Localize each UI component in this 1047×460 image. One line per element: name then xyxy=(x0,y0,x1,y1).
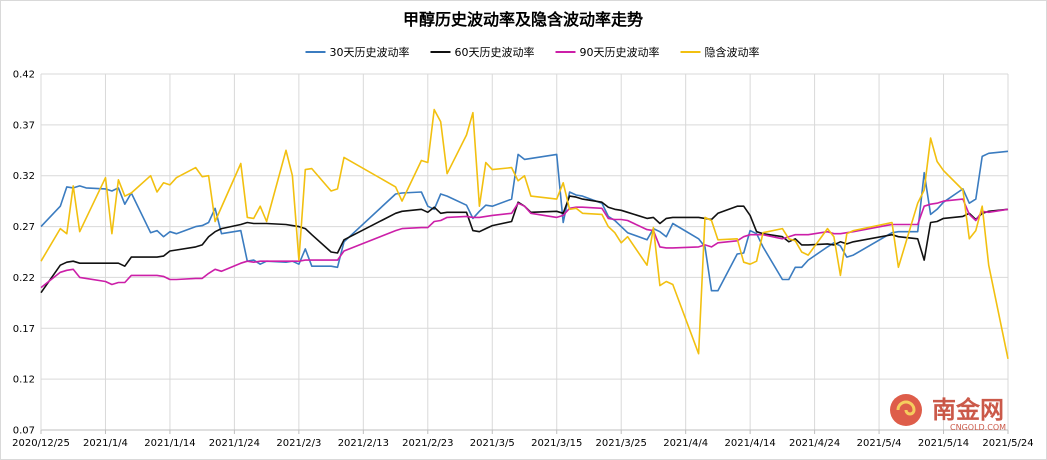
x-tick-label: 2021/2/13 xyxy=(338,438,389,449)
x-tick-label: 2021/5/14 xyxy=(918,438,969,449)
series-line-3 xyxy=(40,198,1009,289)
legend-label-3: 90天历史波动率 xyxy=(580,45,660,59)
x-tick-label: 2021/5/24 xyxy=(982,438,1033,449)
x-tick-label: 2021/3/25 xyxy=(596,438,647,449)
watermark-logo: 南金网 CNGOLD.COM xyxy=(890,394,1006,432)
y-tick-label: 0.17 xyxy=(13,324,35,335)
logo-swirl-icon xyxy=(896,400,916,416)
x-tick-label: 2021/4/24 xyxy=(789,438,840,449)
series-line-1 xyxy=(40,150,1009,292)
y-tick-label: 0.27 xyxy=(13,222,35,233)
y-tick-label: 0.42 xyxy=(13,70,35,81)
x-tick-label: 2021/1/14 xyxy=(144,438,195,449)
series-lines xyxy=(40,108,1009,359)
watermark-text: 南金网 xyxy=(932,396,1004,424)
y-tick-label: 0.37 xyxy=(13,120,35,131)
axes: 0.07 0.12 0.17 0.22 0.27 0.32 0.37 0.42 2020/12/… xyxy=(12,70,1033,450)
x-tick-label: 2021/4/4 xyxy=(663,438,708,449)
y-tick-label: 0.22 xyxy=(13,273,35,284)
legend-label-1: 30天历史波动率 xyxy=(330,45,410,59)
y-tick-label: 0.12 xyxy=(13,375,35,386)
y-tick-label: 0.07 xyxy=(13,426,35,437)
x-tick-label: 2021/1/24 xyxy=(209,438,260,449)
y-tick-label: 0.32 xyxy=(13,171,35,182)
legend: 30天历史波动率 60天历史波动率 90天历史波动率 隐含波动率 xyxy=(305,45,760,59)
x-tick-label: 2021/2/23 xyxy=(402,438,453,449)
x-tick-label: 2021/3/15 xyxy=(531,438,582,449)
legend-label-2: 60天历史波动率 xyxy=(455,45,535,59)
x-tick-label: 2021/4/14 xyxy=(724,438,775,449)
x-tick-label: 2020/12/25 xyxy=(12,438,70,449)
legend-label-4: 隐含波动率 xyxy=(705,45,760,59)
series-line-4 xyxy=(40,108,1009,359)
watermark-subtext: CNGOLD.COM xyxy=(950,423,1006,432)
chart-title: 甲醇历史波动率及隐含波动率走势 xyxy=(403,10,643,29)
x-tick-label: 2021/5/4 xyxy=(857,438,902,449)
x-tick-label: 2021/3/5 xyxy=(470,438,515,449)
x-tick-label: 2021/1/4 xyxy=(83,438,128,449)
x-tick-label: 2021/2/3 xyxy=(276,438,321,449)
